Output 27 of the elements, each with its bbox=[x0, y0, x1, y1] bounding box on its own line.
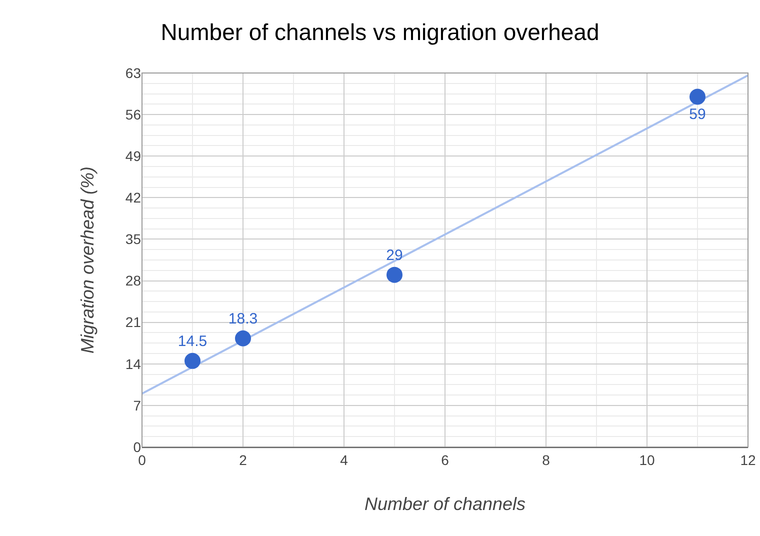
x-tick-label: 8 bbox=[542, 452, 550, 468]
point bbox=[184, 352, 200, 369]
y-tick-label: 14 bbox=[125, 356, 142, 372]
y-tick-label: 35 bbox=[125, 231, 142, 248]
data-label: 14.5 bbox=[178, 333, 208, 350]
data-label: 18.3 bbox=[228, 310, 258, 328]
point bbox=[235, 330, 251, 346]
data-label: 29 bbox=[386, 247, 403, 264]
point bbox=[386, 266, 402, 283]
y-tick-label: 28 bbox=[125, 272, 142, 289]
y-tick-label: 63 bbox=[125, 64, 142, 81]
y-tick-label: 0 bbox=[133, 438, 142, 455]
x-tick-label: 10 bbox=[639, 452, 655, 468]
y-axis-title: Migration overhead (%) bbox=[78, 166, 98, 354]
x-tick-label: 4 bbox=[340, 452, 348, 468]
y-tick-label: 7 bbox=[133, 397, 142, 414]
y-tick-label: 21 bbox=[125, 314, 142, 330]
x-tick-label: 12 bbox=[740, 452, 756, 468]
x-axis-title: Number of channels bbox=[364, 494, 526, 514]
point bbox=[690, 88, 706, 105]
y-tick-label: 56 bbox=[125, 106, 142, 122]
x-tick-label: 6 bbox=[441, 452, 450, 468]
y-tick-label: 42 bbox=[125, 190, 142, 206]
data-label: 59 bbox=[689, 106, 706, 123]
x-tick-label: 2 bbox=[239, 452, 248, 468]
chart-title: Number of channels vs migration overhead bbox=[160, 19, 600, 46]
y-tick-label: 49 bbox=[125, 148, 142, 164]
